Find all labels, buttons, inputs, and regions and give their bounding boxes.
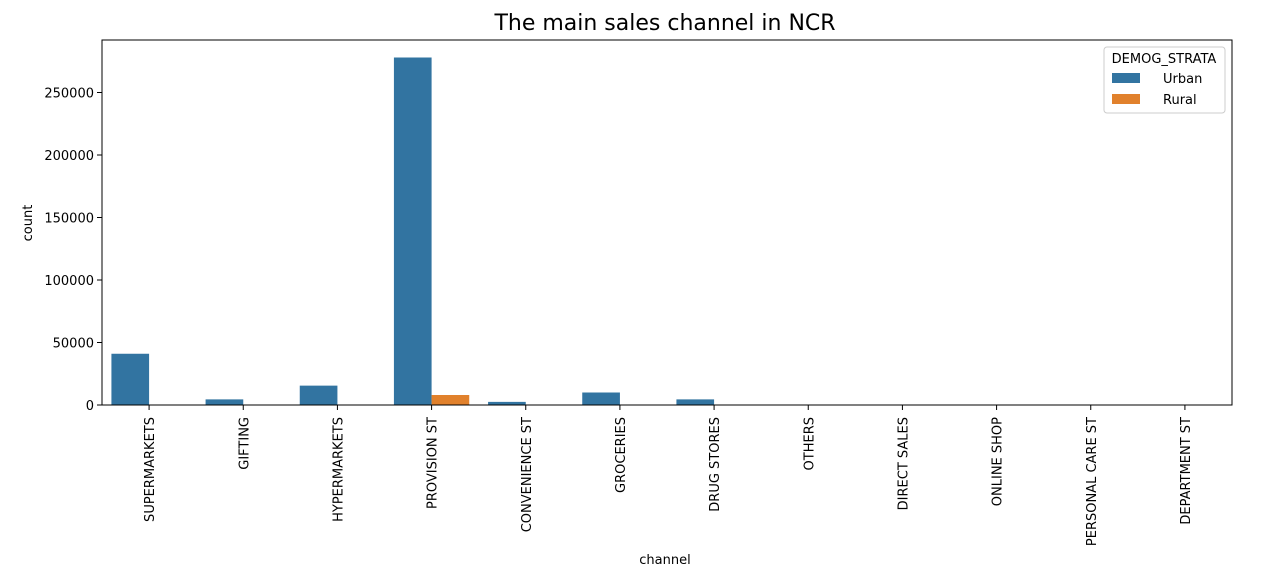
bar-urban-gifting (205, 399, 244, 406)
x-tick-label: GROCERIES (614, 417, 629, 493)
x-tick-label: ONLINE SHOP (991, 417, 1006, 506)
y-tick-label: 150000 (44, 212, 94, 227)
legend-swatch-urban (1112, 73, 1140, 83)
bars-group (111, 57, 1185, 406)
legend-label-rural: Rural (1163, 93, 1197, 108)
legend-title: DEMOG_STRATA (1112, 52, 1217, 67)
x-tick-label: SUPERMARKETS (143, 417, 158, 522)
legend: DEMOG_STRATA Urban Rural (1103, 46, 1226, 114)
x-axis: SUPERMARKETS GIFTING HYPERMARKETS PROVISION… (143, 405, 1194, 546)
x-tick-label: PERSONAL CARE ST (1085, 417, 1100, 546)
x-tick-label: DEPARTMENT ST (1179, 417, 1194, 525)
bar-urban-groceries (582, 392, 620, 405)
x-tick-label: GIFTING (237, 417, 252, 470)
x-tick-label: OTHERS (802, 417, 817, 470)
bar-rural-provision-st (431, 395, 470, 405)
y-tick-label: 0 (86, 399, 94, 414)
bar-urban-provision-st (393, 57, 432, 405)
x-tick-label: DIRECT SALES (896, 417, 911, 510)
y-tick-label: 50000 (53, 337, 94, 352)
x-tick-label: HYPERMARKETS (331, 417, 346, 522)
x-tick-label: DRUG STORES (708, 417, 723, 512)
y-axis: 0 50000 100000 150000 200000 250000 (44, 87, 102, 414)
bar-urban-hypermarkets (299, 385, 338, 406)
chart-title: The main sales channel in NCR (493, 11, 835, 36)
y-tick-label: 250000 (44, 87, 94, 102)
y-tick-label: 200000 (44, 149, 94, 164)
y-tick-label: 100000 (44, 274, 94, 289)
x-tick-label: PROVISION ST (426, 417, 441, 509)
y-axis-label: count (21, 205, 36, 242)
legend-swatch-rural (1112, 94, 1140, 104)
x-tick-label: CONVENIENCE ST (520, 417, 535, 532)
bar-urban-supermarkets (111, 353, 150, 405)
bar-urban-drug-stores (676, 399, 715, 406)
plot-frame (101, 39, 1233, 406)
x-axis-label: channel (639, 553, 690, 568)
bar-urban-convenience-st (488, 401, 526, 406)
legend-label-urban: Urban (1163, 72, 1202, 87)
